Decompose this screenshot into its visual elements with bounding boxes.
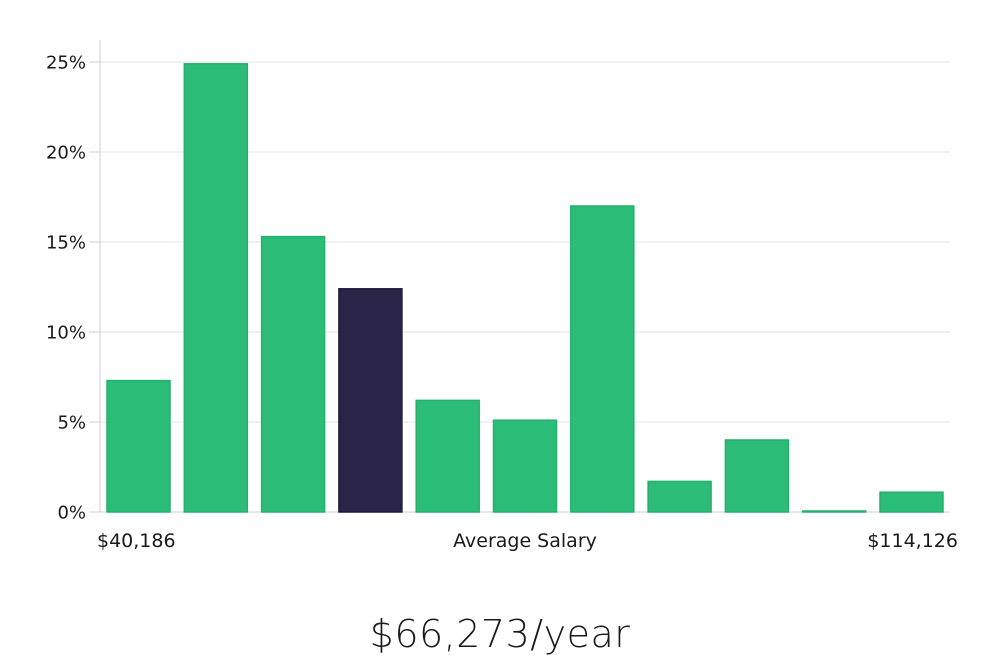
x-min-label: $40,186 <box>97 530 176 552</box>
y-tick-label: 0% <box>57 503 86 524</box>
y-tick-label: 15% <box>46 233 86 254</box>
average-salary-value: $66,273/year <box>369 612 631 656</box>
bar-5 <box>492 419 558 513</box>
x-max-label: $114,126 <box>867 530 958 552</box>
bar-6 <box>570 205 635 513</box>
y-tick-label: 5% <box>57 413 86 434</box>
y-tick-label: 20% <box>46 143 86 164</box>
bar-highlighted-3 <box>338 288 403 513</box>
salary-histogram: 0%5%10%15%20%25% $40,186 Average Salary … <box>46 40 958 552</box>
y-tick-label: 10% <box>46 323 86 344</box>
bars <box>106 63 944 513</box>
bar-4 <box>415 399 480 513</box>
y-axis-ticks: 0% 5% 10% 15% 20% 25% <box>46 53 100 524</box>
bar-9 <box>801 510 867 513</box>
bar-7 <box>647 480 712 513</box>
x-axis-title: Average Salary <box>453 530 597 552</box>
bar-1 <box>183 63 249 513</box>
bar-8 <box>724 439 790 513</box>
bar-0 <box>106 379 171 513</box>
y-tick-label: 25% <box>46 53 86 74</box>
bar-2 <box>260 235 326 513</box>
bar-10 <box>879 491 944 513</box>
